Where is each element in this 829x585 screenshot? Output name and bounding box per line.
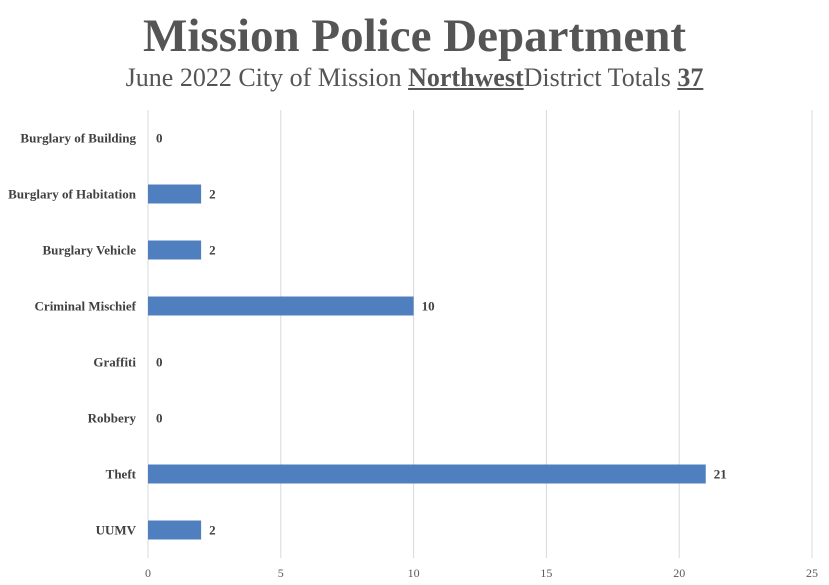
data-label: 2 xyxy=(209,523,216,538)
data-label: 2 xyxy=(209,187,216,202)
data-label: 2 xyxy=(209,243,216,258)
subtitle-prefix: June 2022 City of Mission xyxy=(125,63,402,92)
category-label: Burglary of Building xyxy=(20,131,136,146)
x-tick-label: 5 xyxy=(278,566,284,580)
bar xyxy=(148,296,414,316)
category-label: Theft xyxy=(106,467,137,482)
subtitle-middle: District Totals xyxy=(523,63,671,92)
data-label: 0 xyxy=(156,131,163,146)
x-axis-ticks: 0 5 10 15 20 25 xyxy=(145,566,818,580)
x-tick-label: 25 xyxy=(806,566,818,580)
subtitle-district: Northwest xyxy=(408,63,524,92)
data-label: 0 xyxy=(156,411,163,426)
data-label: 0 xyxy=(156,355,163,370)
bar xyxy=(148,184,202,204)
data-label: 10 xyxy=(422,299,435,314)
bar xyxy=(148,464,706,484)
x-tick-label: 15 xyxy=(540,566,552,580)
chart-subtitle: June 2022 City of Mission NorthwestDistr… xyxy=(0,62,829,94)
category-label: Graffiti xyxy=(93,355,136,370)
data-label: 21 xyxy=(714,467,727,482)
bars xyxy=(148,184,706,540)
category-label: Burglary Vehicle xyxy=(42,243,136,258)
data-labels: 0 2 2 10 0 0 21 2 xyxy=(156,131,727,538)
bar xyxy=(148,520,202,540)
subtitle-total: 37 xyxy=(677,63,704,92)
category-labels: Burglary of Building Burglary of Habitati… xyxy=(8,131,137,538)
category-label: Criminal Mischief xyxy=(35,299,137,314)
category-label: Burglary of Habitation xyxy=(8,187,137,202)
chart-title: Mission Police Department xyxy=(142,10,686,62)
x-tick-label: 10 xyxy=(408,566,420,580)
x-tick-label: 0 xyxy=(145,566,151,580)
x-tick-label: 20 xyxy=(673,566,685,580)
bar xyxy=(148,240,202,260)
gridlines xyxy=(147,110,813,558)
category-label: Robbery xyxy=(88,411,137,426)
category-label: UUMV xyxy=(96,523,137,538)
